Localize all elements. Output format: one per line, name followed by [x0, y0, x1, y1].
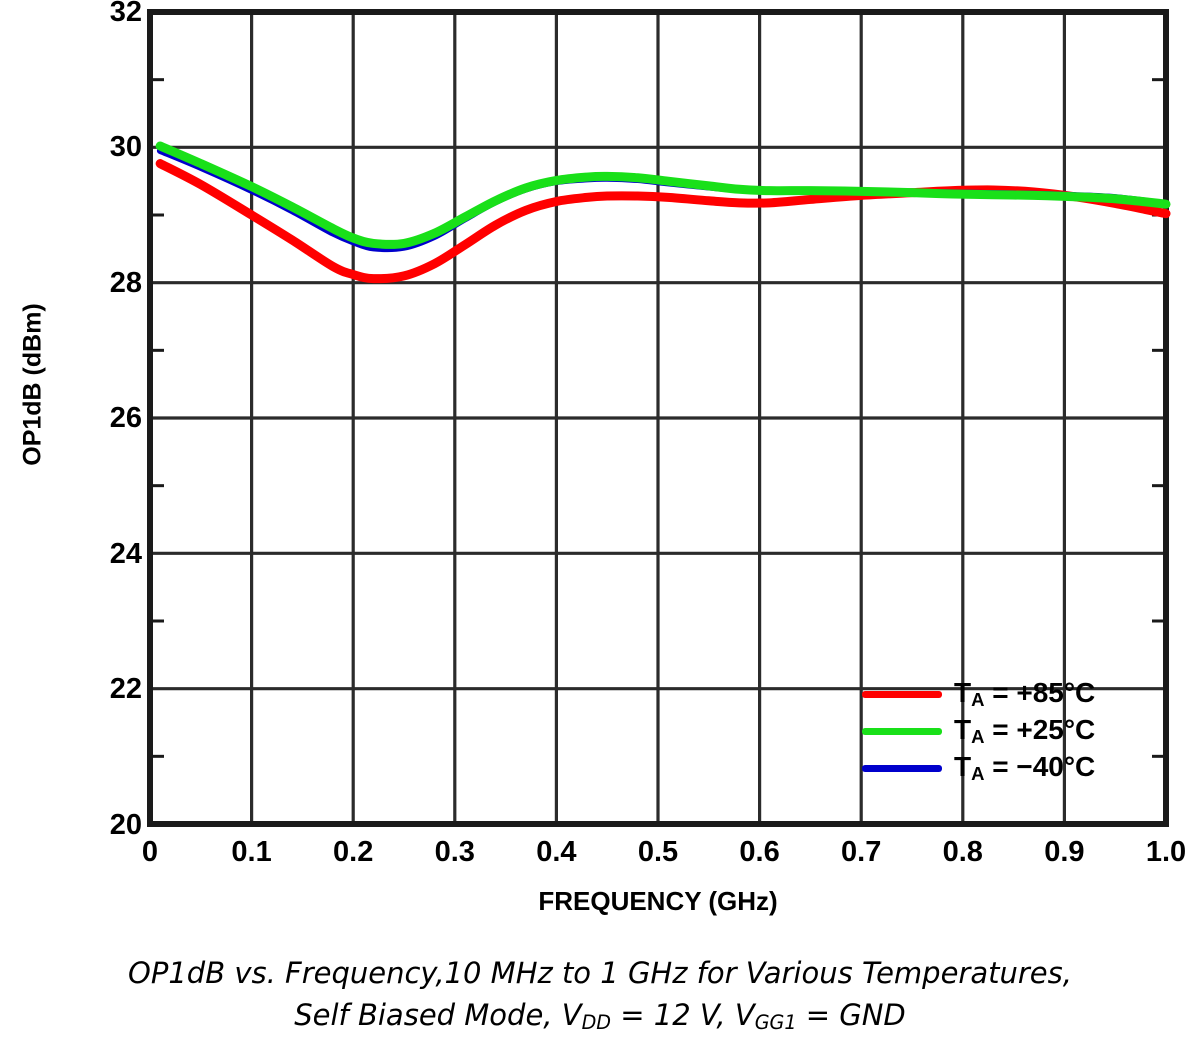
y-tick-label: 32 — [109, 0, 142, 28]
x-tick-label: 0.5 — [637, 836, 679, 868]
y-tick-label: 26 — [109, 402, 142, 434]
x-tick-label: 0.7 — [841, 836, 882, 868]
x-tick-label: 0.2 — [333, 836, 374, 868]
legend-swatch-25c — [862, 728, 942, 735]
x-tick-label: 0.1 — [231, 836, 272, 868]
x-tick-label: 0 — [141, 836, 159, 868]
x-tick-label: 1.0 — [1145, 836, 1187, 868]
x-tick-label: 0.8 — [942, 836, 983, 868]
x-axis-title: FREQUENCY (GHz) — [538, 886, 778, 916]
y-tick-label: 20 — [109, 809, 142, 841]
axis-frame — [147, 9, 1169, 827]
legend-item-minus40c: TA = −40°C — [862, 750, 1162, 787]
x-tick-label: 0.3 — [434, 836, 475, 868]
data-series — [155, 141, 1171, 284]
legend-label-85c: TA = +85°C — [954, 677, 1096, 711]
y-axis-tick-labels: 32 30 28 26 24 22 20 — [82, 0, 142, 1051]
legend-swatch-minus40c — [862, 765, 942, 772]
caption-line-2: Self Biased Mode, VDD = 12 V, VGG1 = GND — [294, 998, 906, 1034]
legend: TA = +85°C TA = +25°C TA = −40°C — [862, 676, 1162, 787]
y-tick-label: 28 — [109, 267, 142, 299]
grid-lines — [150, 12, 1166, 824]
x-tick-label: 0.4 — [536, 836, 577, 868]
legend-swatch-85c — [862, 691, 942, 698]
legend-label-minus40c: TA = −40°C — [954, 751, 1096, 785]
x-tick-label: 0.6 — [739, 836, 780, 868]
y-tick-label: 30 — [109, 131, 142, 163]
figure-caption: OP1dB vs. Frequency,10 MHz to 1 GHz for … — [0, 952, 1200, 1037]
y-tick-label: 22 — [109, 673, 142, 705]
legend-label-25c: TA = +25°C — [954, 714, 1096, 748]
y-tick-label: 24 — [109, 538, 142, 570]
caption-line-1: OP1dB vs. Frequency,10 MHz to 1 GHz for … — [128, 956, 1072, 990]
x-tick-label: 0.9 — [1044, 836, 1085, 868]
legend-item-85c: TA = +85°C — [862, 676, 1162, 713]
legend-item-25c: TA = +25°C — [862, 713, 1162, 750]
